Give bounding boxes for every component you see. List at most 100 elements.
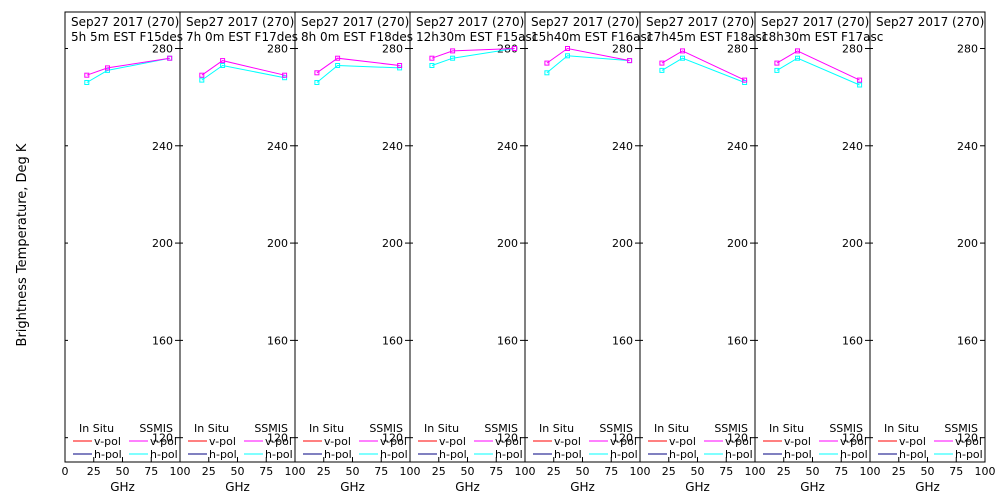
y-tick-label: 280 [267,42,288,55]
ssmis-v-point [512,46,518,51]
panel-group: Sep27 2017 (270) 5h 5m EST F15des 120 160 20… [62,11,996,494]
ssmis-h-point [429,63,435,68]
legend-ssmis-h-label: h-pol [725,448,753,461]
legend-in-situ-title: In Situ [769,422,804,435]
x-tick-label: 100 [515,465,536,478]
ssmis-h-series-line [661,57,745,83]
ssmis-v-point [167,55,173,61]
legend-ssmis-v-label: v-pol [495,435,522,448]
ssmis-v-point [627,58,633,64]
legend-in-situ-v-label: v-pol [899,435,926,448]
x-tick-label: 25 [432,465,446,478]
panel-title-time: 5h 5m EST F15des [71,30,183,44]
x-tick-label: 50 [461,465,475,478]
panel-title-date: Sep27 2017 (270) [416,15,524,29]
panel-title-date: Sep27 2017 (270) [876,15,984,29]
legend-ssmis-v-label: v-pol [955,435,982,448]
legend-in-situ-title: In Situ [194,422,229,435]
x-tick-label: 100 [170,465,191,478]
y-tick-label: 160 [842,334,863,347]
panel-8: Sep27 2017 (270) 120 160 200 240 280 25 50 75 100… [869,11,996,494]
legend-in-situ-title: In Situ [424,422,459,435]
legend-ssmis-title: SSMIS [599,422,633,435]
x-tick-label: 75 [259,465,273,478]
y-tick-label: 160 [612,334,633,347]
y-tick-label: 120 [382,432,403,445]
panel-title-date: Sep27 2017 (270) [531,15,639,29]
x-tick-label: 100 [630,465,651,478]
legend-in-situ-h-label: h-pol [669,448,697,461]
panel-title-time: 17h45m EST F18asc [646,30,768,44]
x-tick-label: 75 [144,465,158,478]
x-axis-label: GHz [800,480,825,494]
y-tick-label: 200 [267,237,288,250]
legend-ssmis-v-label: v-pol [840,435,867,448]
y-tick-label: 160 [957,334,978,347]
x-tick-label: 50 [576,465,590,478]
legend-ssmis-title: SSMIS [254,422,288,435]
x-tick-label: 25 [662,465,676,478]
y-tick-label: 160 [382,334,403,347]
legend-in-situ-title: In Situ [539,422,574,435]
ssmis-h-point [220,63,226,68]
y-tick-label: 120 [267,432,288,445]
ssmis-v-series-line [546,47,630,64]
x-tick-label: 75 [719,465,733,478]
x-tick-label: 75 [834,465,848,478]
y-tick-label: 240 [727,140,748,153]
ssmis-h-point [450,55,456,61]
legend-ssmis-h-label: h-pol [955,448,983,461]
legend-ssmis-v-label: v-pol [610,435,637,448]
ssmis-h-series-line [546,55,630,74]
legend-ssmis-v-label: v-pol [265,435,292,448]
ssmis-v-point [680,48,685,54]
ssmis-v-series-line [316,57,400,74]
legend-ssmis-title: SSMIS [714,422,748,435]
panel-title-time: 15h40m EST F16asc [531,30,653,44]
panel-2: Sep27 2017 (270)7h 0m EST F17des 120 160 20… [179,11,306,494]
x-tick-label: 25 [892,465,906,478]
legend-ssmis-h-label: h-pol [150,448,178,461]
x-axis-label: GHz [340,480,365,494]
x-tick-label: 25 [87,465,101,478]
x-tick-label: 50 [116,465,130,478]
legend-ssmis-title: SSMIS [829,422,863,435]
ssmis-v-point [282,72,288,78]
legend-in-situ-v-label: v-pol [209,435,236,448]
y-tick-label: 240 [612,140,633,153]
y-tick-label: 200 [152,237,173,250]
legend-in-situ-h-label: h-pol [209,448,237,461]
y-tick-label: 200 [957,237,978,250]
legend-in-situ-title: In Situ [884,422,919,435]
y-tick-label: 120 [497,432,518,445]
y-tick-label: 120 [957,432,978,445]
legend-in-situ-h-label: h-pol [554,448,582,461]
ssmis-h-series-line [776,57,860,86]
legend-ssmis-v-label: v-pol [150,435,177,448]
y-tick-label: 280 [842,42,863,55]
ssmis-v-point [335,55,341,61]
y-tick-label: 240 [382,140,403,153]
ssmis-h-point [857,82,863,88]
y-tick-label: 160 [267,334,288,347]
x-axis-label: GHz [570,480,595,494]
x-axis-label: GHz [110,480,135,494]
x-tick-label: 50 [691,465,705,478]
panel-title-date: Sep27 2017 (270) [761,15,869,29]
y-tick-label: 200 [842,237,863,250]
legend-in-situ-title: In Situ [309,422,344,435]
panel-7: Sep27 2017 (270)18h30m EST F17asc 120 160 2… [754,11,883,494]
legend-in-situ-h-label: h-pol [324,448,352,461]
ssmis-v-series-line [86,57,170,76]
ssmis-v-point [742,77,748,83]
ssmis-v-series-line [201,60,285,76]
panel-4: Sep27 2017 (270)12h30m EST F15asc 120 160 2… [409,11,538,494]
y-tick-label: 200 [382,237,403,250]
ssmis-v-series-line [661,50,745,81]
legend-ssmis-title: SSMIS [484,422,518,435]
ssmis-h-point [774,67,780,73]
y-tick-label: 200 [497,237,518,250]
legend-in-situ-title: In Situ [654,422,689,435]
y-tick-label: 120 [152,432,173,445]
legend-in-situ-title: In Situ [79,422,114,435]
